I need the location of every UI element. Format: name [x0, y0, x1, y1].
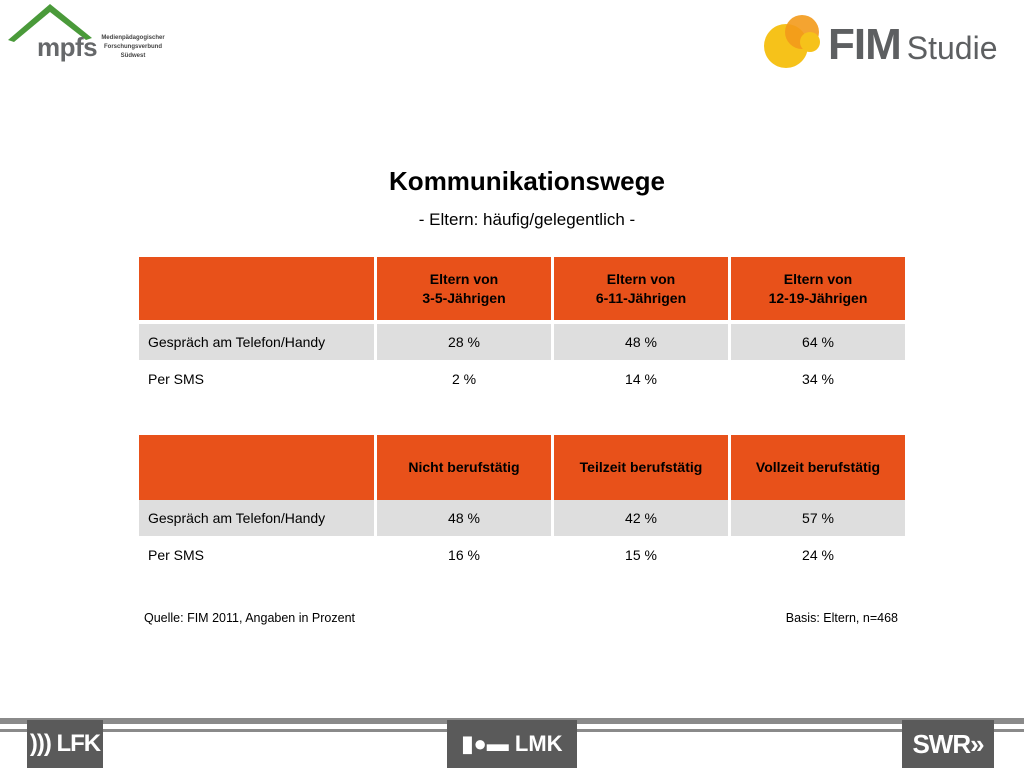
row-label: Per SMS — [148, 547, 205, 563]
table-row: Per SMS 2 % 14 % 34 % — [139, 360, 905, 398]
table-header-row: Nicht berufstätig Teilzeit berufstätig V… — [139, 435, 905, 500]
table-cell: 2 % — [451, 371, 477, 387]
table-row: Gespräch am Telefon/Handy 28 % 48 % 64 % — [139, 324, 905, 360]
table-header-row: Eltern von 3-5-Jährigen Eltern von 6-11-Jä… — [139, 257, 905, 320]
table-cell: 57 % — [731, 500, 905, 536]
table-cell: 15 % — [625, 547, 657, 563]
house-roof-icon — [8, 4, 92, 42]
header-empty-cell — [139, 435, 374, 500]
swr-logo: SWR» — [902, 720, 994, 768]
table-by-child-age: Eltern von 3-5-Jährigen Eltern von 6-11-Jä… — [136, 257, 908, 398]
column-header: Eltern von 12-19-Jährigen — [731, 257, 905, 320]
column-header: Eltern von 6-11-Jährigen — [554, 257, 728, 320]
fim-circles-icon — [764, 15, 820, 68]
basis-note: Basis: Eltern, n=468 — [785, 611, 898, 625]
mpfs-subtitle: Medienpädagogischer Forschungsverbund Sü… — [101, 35, 165, 59]
table-row: Gespräch am Telefon/Handy 48 % 42 % 57 % — [139, 500, 905, 536]
row-label: Per SMS — [148, 371, 205, 387]
source-note: Quelle: FIM 2011, Angaben in Prozent — [144, 611, 356, 625]
table-cell: 16 % — [448, 547, 480, 563]
row-label: Gespräch am Telefon/Handy — [139, 500, 374, 536]
table-cell: 34 % — [802, 371, 834, 387]
table-cell: 64 % — [731, 324, 905, 360]
fim-studie-logo: FIM Studie — [762, 10, 1012, 74]
table-cell: 28 % — [377, 324, 551, 360]
row-label: Gespräch am Telefon/Handy — [139, 324, 374, 360]
lmk-logo: ▮●▬ LMK — [447, 720, 577, 768]
table-cell: 48 % — [377, 500, 551, 536]
page-subtitle: - Eltern: häufig/gelegentlich - — [418, 210, 636, 229]
column-header: Vollzeit berufstätig — [731, 435, 905, 500]
column-header: Nicht berufstätig — [377, 435, 551, 500]
page-title: Kommunikationswege — [389, 166, 665, 196]
table-cell: 42 % — [554, 500, 728, 536]
mpfs-logo: mpfs Medienpädagogischer Forschungsverbu… — [6, 2, 176, 64]
table-cell: 24 % — [802, 547, 834, 563]
table-cell: 14 % — [625, 371, 657, 387]
table-by-employment: Nicht berufstätig Teilzeit berufstätig V… — [136, 435, 908, 574]
header-empty-cell — [139, 257, 374, 320]
table-row: Per SMS 16 % 15 % 24 % — [139, 536, 905, 574]
lfk-logo: ))) LFK — [27, 720, 103, 768]
fim-wordmark: FIM — [828, 20, 902, 69]
mpfs-wordmark: mpfs — [37, 32, 98, 62]
column-header: Eltern von 3-5-Jährigen — [377, 257, 551, 320]
studie-wordmark: Studie — [906, 30, 998, 66]
table-cell: 48 % — [554, 324, 728, 360]
column-header: Teilzeit berufstätig — [554, 435, 728, 500]
